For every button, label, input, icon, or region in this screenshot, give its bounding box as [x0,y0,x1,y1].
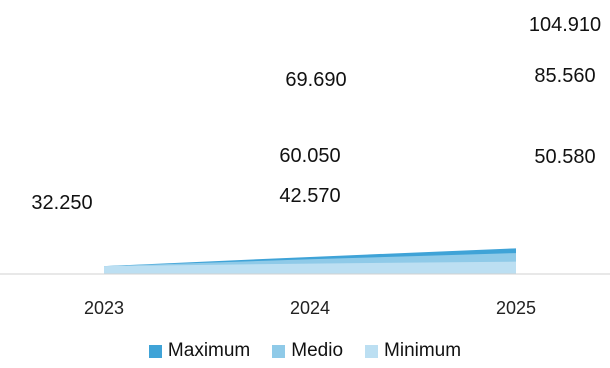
data-label-minimum: 32.250 [31,192,92,214]
chart-legend: Maximum Medio Minimum [0,340,610,362]
x-tick-label: 2025 [496,298,536,318]
legend-swatch [272,344,286,358]
area-chart: 2023 2024 2025 69.690 104.910 60.050 85.560 32… [0,14,610,318]
legend-item-minimum: Minimum [365,340,461,362]
legend-swatch [365,344,379,358]
data-labels: 69.690 104.910 60.050 85.560 32.250 42.570 50.… [31,14,601,214]
data-label-minimum: 50.580 [534,146,595,168]
data-label-maximum: 104.910 [529,14,601,36]
area-minimum [104,261,516,274]
data-label-medio: 60.050 [279,145,340,167]
data-label-minimum: 42.570 [279,185,340,207]
legend-label: Medio [291,340,344,361]
legend-label: Minimum [384,340,462,361]
legend-label: Maximum [167,340,251,361]
x-tick-label: 2023 [84,298,124,318]
data-label-medio: 85.560 [534,65,595,87]
legend-item-maximum: Maximum [148,340,251,362]
x-axis-ticks: 2023 2024 2025 [84,298,536,318]
x-tick-label: 2024 [290,298,330,318]
legend-item-medio: Medio [272,340,343,362]
data-label-maximum: 69.690 [285,69,346,91]
legend-swatch [148,344,162,358]
chart-areas [104,248,516,274]
